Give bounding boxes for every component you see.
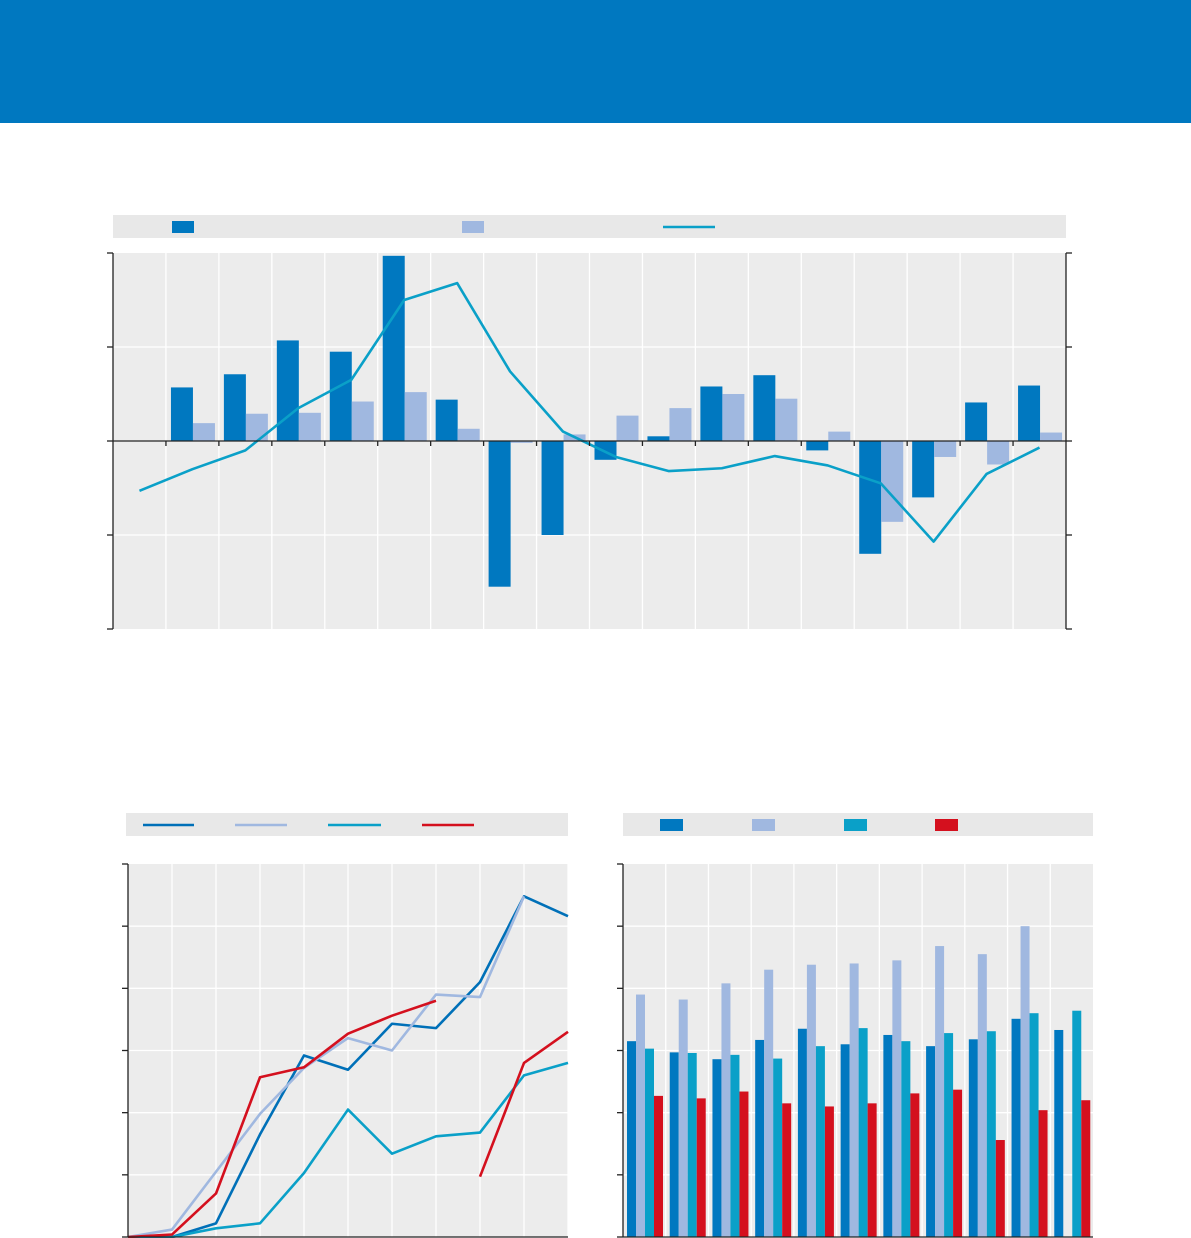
bar-s1-5 [329,351,352,441]
grid-layer [128,864,569,1237]
bar-s2-4 [298,412,321,441]
legend-swatch-bar-2 [462,221,484,233]
bar-s1-11 [647,436,670,441]
bar-s4-3 [739,1091,749,1237]
bar-s2-6 [404,392,427,441]
bar-s1-3 [712,1059,722,1237]
bar-s2-18 [1040,432,1063,441]
bar-s3-5 [815,1046,825,1237]
bar-s2-8 [935,946,945,1237]
bar-s1-14 [806,441,829,451]
bar-s3-7 [901,1041,911,1237]
bar-s1-12 [700,386,723,441]
bar-s2-11 [669,408,692,441]
bar-s2-14 [828,431,851,441]
bar-s4-4 [782,1103,792,1237]
bar-s2-10 [1020,926,1030,1237]
line-series-4 [127,999,437,1238]
bar-s4-5 [824,1106,834,1237]
bar-s2-3 [245,413,268,441]
bar-s2-1 [636,994,645,1237]
bar-s2-13 [775,398,798,441]
bar-s1-10 [1011,1018,1021,1237]
bar-s3-4 [773,1058,783,1237]
bar-s1-6 [382,255,405,441]
bar-s2-2 [192,423,215,441]
legend-swatch-bar-4 [935,819,958,831]
bar-s1-11 [1054,1029,1064,1237]
bar-s1-8 [488,441,511,587]
bar-s2-10 [616,415,639,441]
axes-layer [107,252,1072,630]
bar-s3-6 [858,1028,868,1237]
bar-s2-5 [351,401,374,441]
bar-s4-11 [1081,1100,1091,1237]
bar-s3-9 [986,1031,996,1237]
bar-s2-6 [849,963,859,1237]
bar-s1-9 [968,1039,978,1237]
bar-s1-5 [797,1028,807,1237]
bar-s1-4 [276,340,299,441]
bar-s2-8 [510,441,533,443]
line-series-5 [478,1030,569,1178]
bar-s4-2 [696,1098,706,1237]
bar-s2-7 [892,960,902,1237]
legend-swatch-bar-2 [752,819,775,831]
bar-s3-8 [944,1033,954,1237]
legend-swatch-bar-1 [172,221,194,233]
bar-s3-1 [645,1048,654,1237]
bar-s1-2 [669,1052,679,1237]
line-layer [127,895,569,1238]
legend-strip [113,215,1066,238]
bar-s4-6 [867,1103,877,1237]
bar-s1-8 [926,1046,936,1237]
axes-layer [617,863,1093,1238]
legend-swatch-bar-1 [660,819,683,831]
bar-s3-3 [730,1054,740,1237]
header-band [0,0,1191,123]
bar-s1-7 [435,399,458,441]
axes-layer [122,863,568,1238]
bar-s4-9 [995,1140,1005,1237]
bar-s2-17 [987,441,1010,465]
line-series-1 [128,895,569,1238]
bar-s2-3 [721,983,731,1237]
legend-swatch-bar-3 [844,819,867,831]
bar-s3-11 [1072,1010,1082,1237]
bar-s1-3 [223,374,246,441]
chart-top [107,215,1072,630]
bar-s2-2 [678,999,688,1237]
line-series-2 [127,895,526,1238]
bar-s1-15 [859,441,882,554]
bar-s1-17 [965,402,988,441]
bar-s3-10 [1029,1013,1039,1237]
bar-s4-7 [910,1093,920,1237]
bar-s1-6 [840,1044,850,1237]
bar-s2-4 [764,969,774,1237]
bar-s4-10 [1038,1110,1048,1237]
bar-s1-13 [753,375,776,441]
bar-s4-8 [953,1089,963,1237]
chart-bottom-left [122,813,569,1238]
bar-s2-16 [934,441,957,457]
bar-s1-2 [170,387,193,441]
line-series-3 [128,1061,569,1238]
bar-s1-4 [755,1039,765,1237]
bar-s1-9 [541,441,564,535]
bars-layer [627,926,1091,1237]
bar-s2-9 [977,954,987,1237]
bar-s2-7 [457,428,480,441]
bar-s3-2 [687,1052,697,1237]
bar-s1-7 [883,1034,893,1237]
chart-bottom-right [617,813,1093,1238]
bar-s1-16 [912,441,935,498]
bar-s4-1 [654,1095,663,1237]
bar-s1-18 [1018,385,1041,441]
bar-s1-1 [627,1041,636,1237]
bar-s2-12 [722,394,745,441]
bar-s2-5 [806,964,816,1237]
